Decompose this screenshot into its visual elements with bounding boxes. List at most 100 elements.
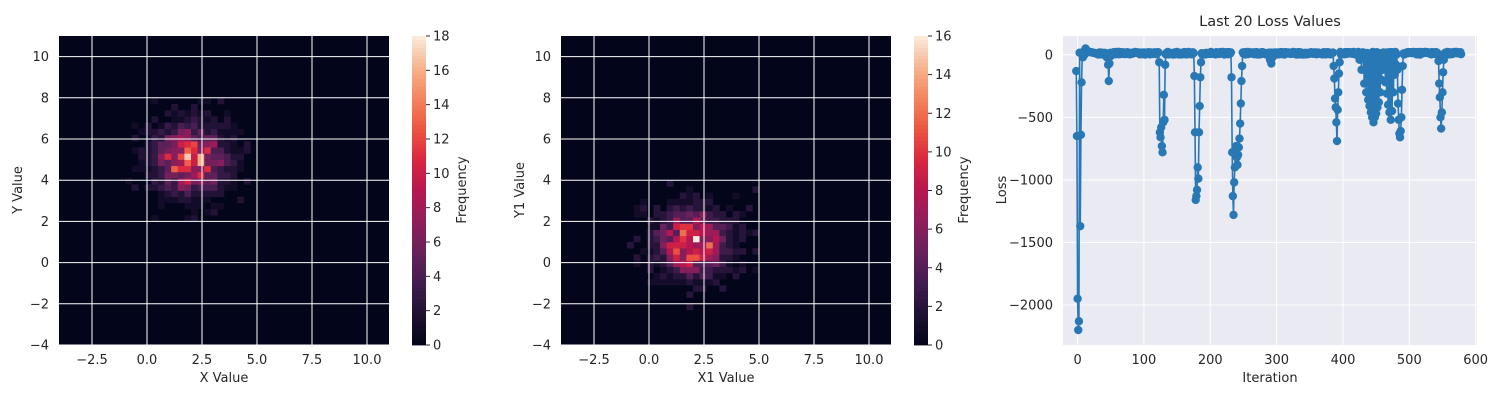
heatmap-2-cell	[679, 242, 687, 249]
heatmap-1-cell	[164, 147, 172, 154]
heatmap-1-colorbar-segment	[412, 267, 426, 273]
heatmap-1-cell	[151, 116, 159, 123]
loss-point	[1332, 136, 1342, 146]
loss-point	[1157, 141, 1167, 151]
heatmap-2-cell	[686, 192, 694, 200]
heatmap-2-cell	[699, 266, 707, 274]
heatmap-2-cell	[646, 223, 654, 230]
heatmap-1-cell	[164, 190, 172, 197]
loss-point	[1074, 317, 1084, 326]
heatmap-1-cell	[204, 116, 212, 123]
heatmap-1-cell	[171, 128, 179, 136]
heatmap-1-cell	[217, 153, 225, 160]
loss-point	[1195, 101, 1204, 111]
heatmap-2-cell	[666, 229, 674, 237]
heatmap-1-colorbar-segment	[412, 294, 426, 300]
loss-point	[1363, 95, 1373, 105]
heatmap-2-colorbar-segment	[914, 260, 928, 265]
heatmap-2-colorbar-segment	[914, 59, 928, 64]
heatmap-2-cell	[732, 235, 740, 243]
heatmap-1-cell	[230, 159, 238, 167]
heatmap-2-cell	[633, 260, 641, 268]
heatmap-2-cell	[686, 242, 694, 249]
heatmap-1-cell	[197, 116, 205, 123]
heatmap-1-ytick-label: 0	[41, 256, 49, 271]
heatmap-1-cell	[197, 196, 205, 204]
heatmap-2-colorbar-segment	[914, 178, 928, 184]
heatmap-2-cell	[686, 272, 694, 280]
heatmap-2-colorbar-segment	[914, 232, 928, 238]
heatmap-2-cell	[660, 272, 667, 280]
heatmap-2-cells	[561, 36, 891, 345]
heatmap-1-cell	[177, 110, 185, 117]
heatmap-2-cell	[719, 266, 727, 274]
heatmap-1-cell	[210, 141, 218, 148]
heatmap-2-cell	[673, 204, 681, 212]
heatmap-1-colorbar-segment	[412, 136, 426, 141]
heatmap-2-cell	[739, 260, 747, 268]
heatmap-2-cell	[699, 272, 707, 280]
loss-point	[1333, 105, 1342, 115]
heatmap-2-cell	[640, 211, 648, 218]
heatmap-1-cell	[204, 159, 212, 167]
heatmap-1-cell	[184, 165, 192, 173]
heatmap-1-cell	[171, 190, 179, 197]
heatmap-2-cell	[666, 266, 674, 274]
heatmap-2-colorbar-segment	[914, 109, 928, 114]
loss-point	[1371, 109, 1381, 118]
heatmap-1-cell	[144, 141, 152, 148]
heatmap-1-colorbar-segment	[412, 97, 426, 103]
heatmap-2-cell	[699, 248, 707, 255]
heatmap-1-colorbar-segment	[412, 298, 426, 303]
heatmap-2-colorbar-segment	[914, 205, 928, 211]
loss-point	[1334, 88, 1343, 97]
loss-point	[1233, 150, 1243, 160]
heatmap-2-colorbar-segment	[914, 279, 928, 284]
heatmap-1-cell	[138, 165, 146, 173]
heatmap-1-cell	[204, 190, 212, 197]
heatmap-2-cell	[653, 204, 661, 212]
heatmap-1-cell	[217, 128, 225, 136]
loss-point	[1334, 69, 1344, 78]
heatmap-1-cell	[204, 165, 212, 173]
heatmap-2-cell	[653, 229, 661, 237]
loss-point	[1074, 325, 1083, 335]
heatmap-1-cell	[191, 122, 198, 129]
heatmap-2-cell	[712, 248, 720, 255]
heatmap-1-cell	[177, 178, 185, 185]
heatmap-1-cell	[217, 165, 225, 173]
heatmap-2-cell	[673, 223, 681, 230]
heatmap-1-cell	[144, 128, 152, 136]
loss-point	[1227, 73, 1236, 82]
heatmap-1-cell	[197, 147, 205, 154]
heatmap-1-colorbar-segment	[412, 117, 426, 122]
heatmap-1-cell	[138, 128, 146, 136]
heatmap-1-cell	[224, 147, 231, 154]
heatmap-1-cell	[164, 122, 172, 129]
heatmap-2-background	[561, 36, 891, 345]
heatmap-1-cell	[197, 190, 205, 197]
heatmap-1-cell	[158, 165, 165, 173]
heatmap-2-colorbar-segment	[914, 117, 928, 122]
heatmap-1-xtick-label: 10.0	[353, 353, 382, 368]
heatmap-2-cell	[712, 229, 720, 237]
heatmap-2-colorbar-segment	[914, 248, 928, 253]
heatmap-2-colorbar-tick-label: 16	[935, 30, 952, 45]
heatmap-1-colorbar-segment	[412, 287, 426, 292]
heatmap-1-colorbar-segment	[412, 329, 426, 334]
heatmap-2-colorbar-segment	[914, 120, 928, 126]
heatmap-1-cell	[197, 128, 205, 136]
heatmap-1-cell	[191, 202, 198, 210]
heatmap-1-colorbar-segment	[412, 202, 426, 207]
heatmap-2-cell	[686, 217, 694, 224]
loss-ytick-label: −1500	[1009, 236, 1053, 251]
heatmap-2-cell	[712, 217, 720, 224]
loss-series	[1072, 44, 1466, 335]
loss-ytick-label: −2000	[1009, 298, 1053, 313]
heatmap-2-cell	[719, 242, 727, 249]
loss-point	[1196, 73, 1205, 82]
heatmap-2-cell	[660, 242, 667, 249]
heatmap-2-cell	[679, 266, 687, 274]
heatmap-1-cell	[230, 171, 238, 179]
